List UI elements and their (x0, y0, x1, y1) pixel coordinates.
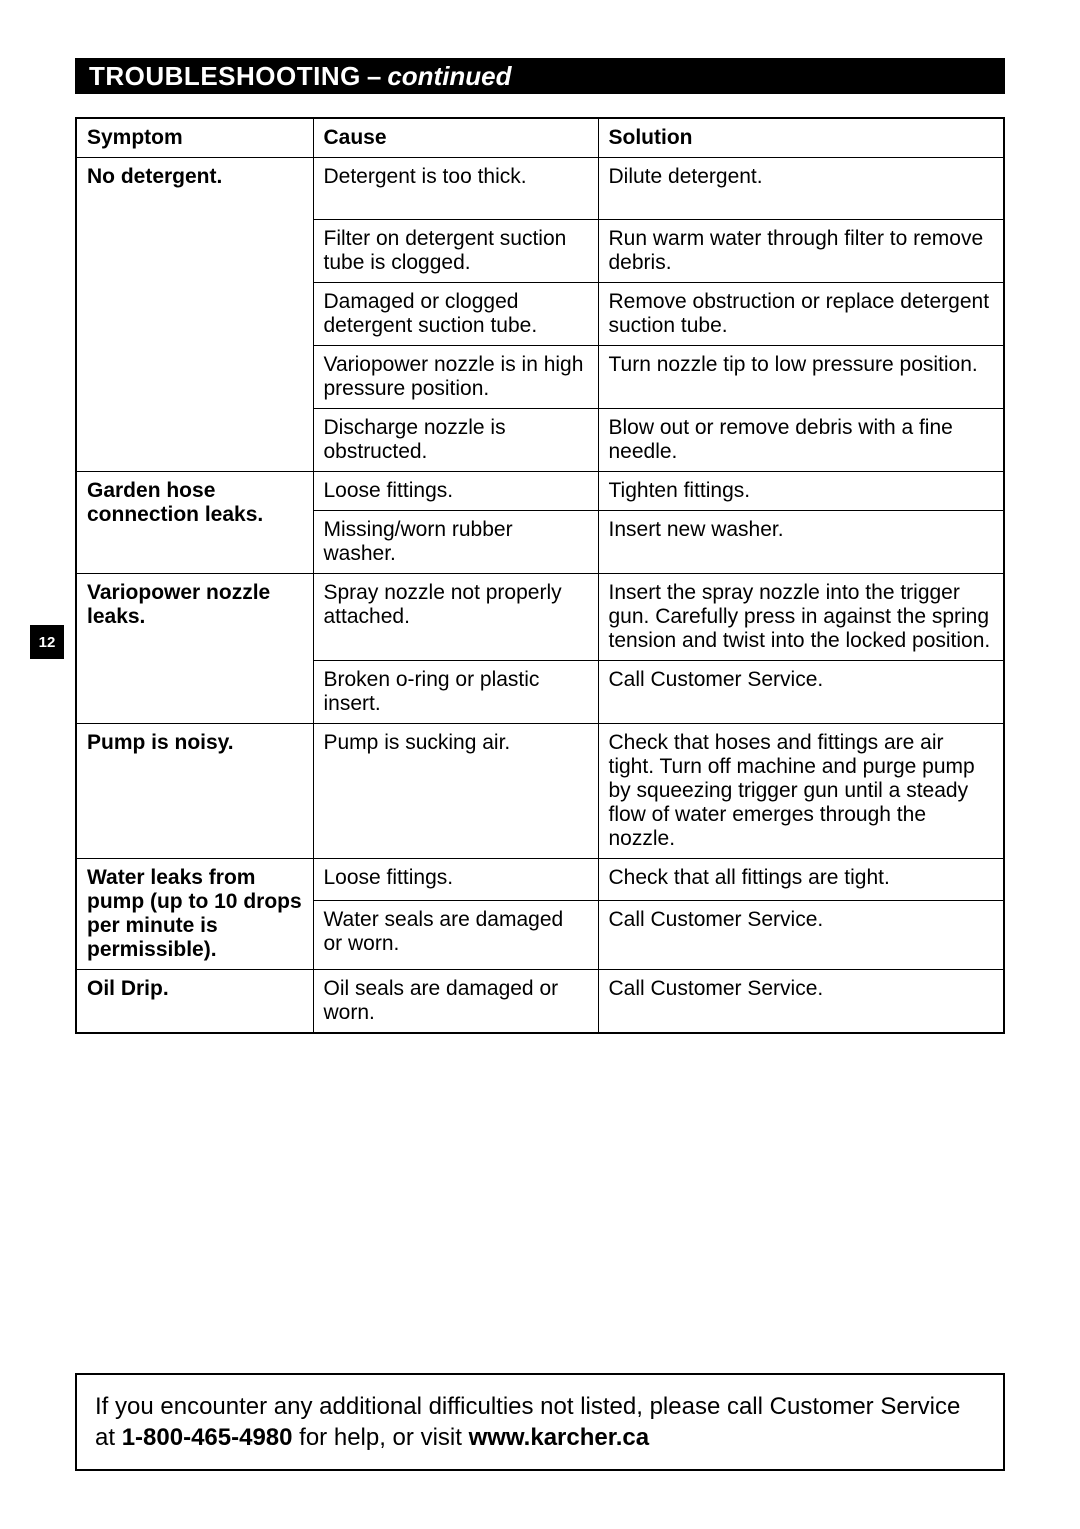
solution-cell: Check that hoses and fittings are air ti… (598, 724, 1004, 859)
solution-cell: Call Customer Service. (598, 901, 1004, 970)
section-separator: – (367, 61, 381, 92)
table-row: Pump is noisy.Pump is sucking air.Check … (76, 724, 1004, 859)
cause-cell: Water seals are damaged or worn. (313, 901, 598, 970)
table-row: Oil Drip.Oil seals are damaged or worn.C… (76, 970, 1004, 1034)
cause-cell: Missing/worn rubber washer. (313, 511, 598, 574)
cause-cell: Detergent is too thick. (313, 158, 598, 220)
table-row: Variopower nozzle leaks.Spray nozzle not… (76, 574, 1004, 661)
cause-cell: Pump is sucking air. (313, 724, 598, 859)
column-header-symptom: Symptom (76, 118, 313, 158)
table-row: Water leaks from pump (up to 10 drops pe… (76, 859, 1004, 901)
solution-cell: Call Customer Service. (598, 661, 1004, 724)
solution-cell: Call Customer Service. (598, 970, 1004, 1034)
symptom-cell: Pump is noisy. (76, 724, 313, 859)
solution-cell: Tighten fittings. (598, 472, 1004, 511)
cause-cell: Loose fittings. (313, 859, 598, 901)
section-subtitle: continued (387, 61, 511, 92)
page-number: 12 (30, 625, 64, 659)
cause-cell: Oil seals are damaged or worn. (313, 970, 598, 1034)
solution-cell: Dilute detergent. (598, 158, 1004, 220)
symptom-cell: Oil Drip. (76, 970, 313, 1034)
footer-note: If you encounter any additional difficul… (75, 1373, 1005, 1471)
cause-cell: Loose fittings. (313, 472, 598, 511)
table-body: No detergent.Detergent is too thick.Dilu… (76, 158, 1004, 1034)
table-row: No detergent.Detergent is too thick.Dilu… (76, 158, 1004, 220)
table-header: SymptomCauseSolution (76, 118, 1004, 158)
footer-text-mid: for help, or visit (293, 1424, 469, 1451)
symptom-cell: Garden hose connection leaks. (76, 472, 313, 574)
symptom-cell: Variopower nozzle leaks. (76, 574, 313, 724)
solution-cell: Remove obstruction or replace detergent … (598, 283, 1004, 346)
cause-cell: Filter on detergent suction tube is clog… (313, 220, 598, 283)
solution-cell: Blow out or remove debris with a fine ne… (598, 409, 1004, 472)
column-header-solution: Solution (598, 118, 1004, 158)
section-title: TROUBLESHOOTING (89, 61, 361, 92)
footer-url: www.karcher.ca (469, 1424, 650, 1451)
solution-cell: Run warm water through filter to remove … (598, 220, 1004, 283)
solution-cell: Insert new washer. (598, 511, 1004, 574)
column-header-cause: Cause (313, 118, 598, 158)
solution-cell: Turn nozzle tip to low pressure position… (598, 346, 1004, 409)
cause-cell: Spray nozzle not properly attached. (313, 574, 598, 661)
table-header-row: SymptomCauseSolution (76, 118, 1004, 158)
symptom-cell: Water leaks from pump (up to 10 drops pe… (76, 859, 313, 970)
table-row: Garden hose connection leaks.Loose fitti… (76, 472, 1004, 511)
section-header: TROUBLESHOOTING – continued (75, 58, 1005, 94)
footer-phone: 1-800-465-4980 (122, 1424, 293, 1451)
cause-cell: Variopower nozzle is in high pressure po… (313, 346, 598, 409)
solution-cell: Insert the spray nozzle into the trigger… (598, 574, 1004, 661)
troubleshooting-table: SymptomCauseSolution No detergent.Deterg… (75, 117, 1005, 1034)
solution-cell: Check that all fittings are tight. (598, 859, 1004, 901)
cause-cell: Damaged or clogged detergent suction tub… (313, 283, 598, 346)
cause-cell: Broken o-ring or plastic insert. (313, 661, 598, 724)
cause-cell: Discharge nozzle is obstructed. (313, 409, 598, 472)
symptom-cell: No detergent. (76, 158, 313, 472)
